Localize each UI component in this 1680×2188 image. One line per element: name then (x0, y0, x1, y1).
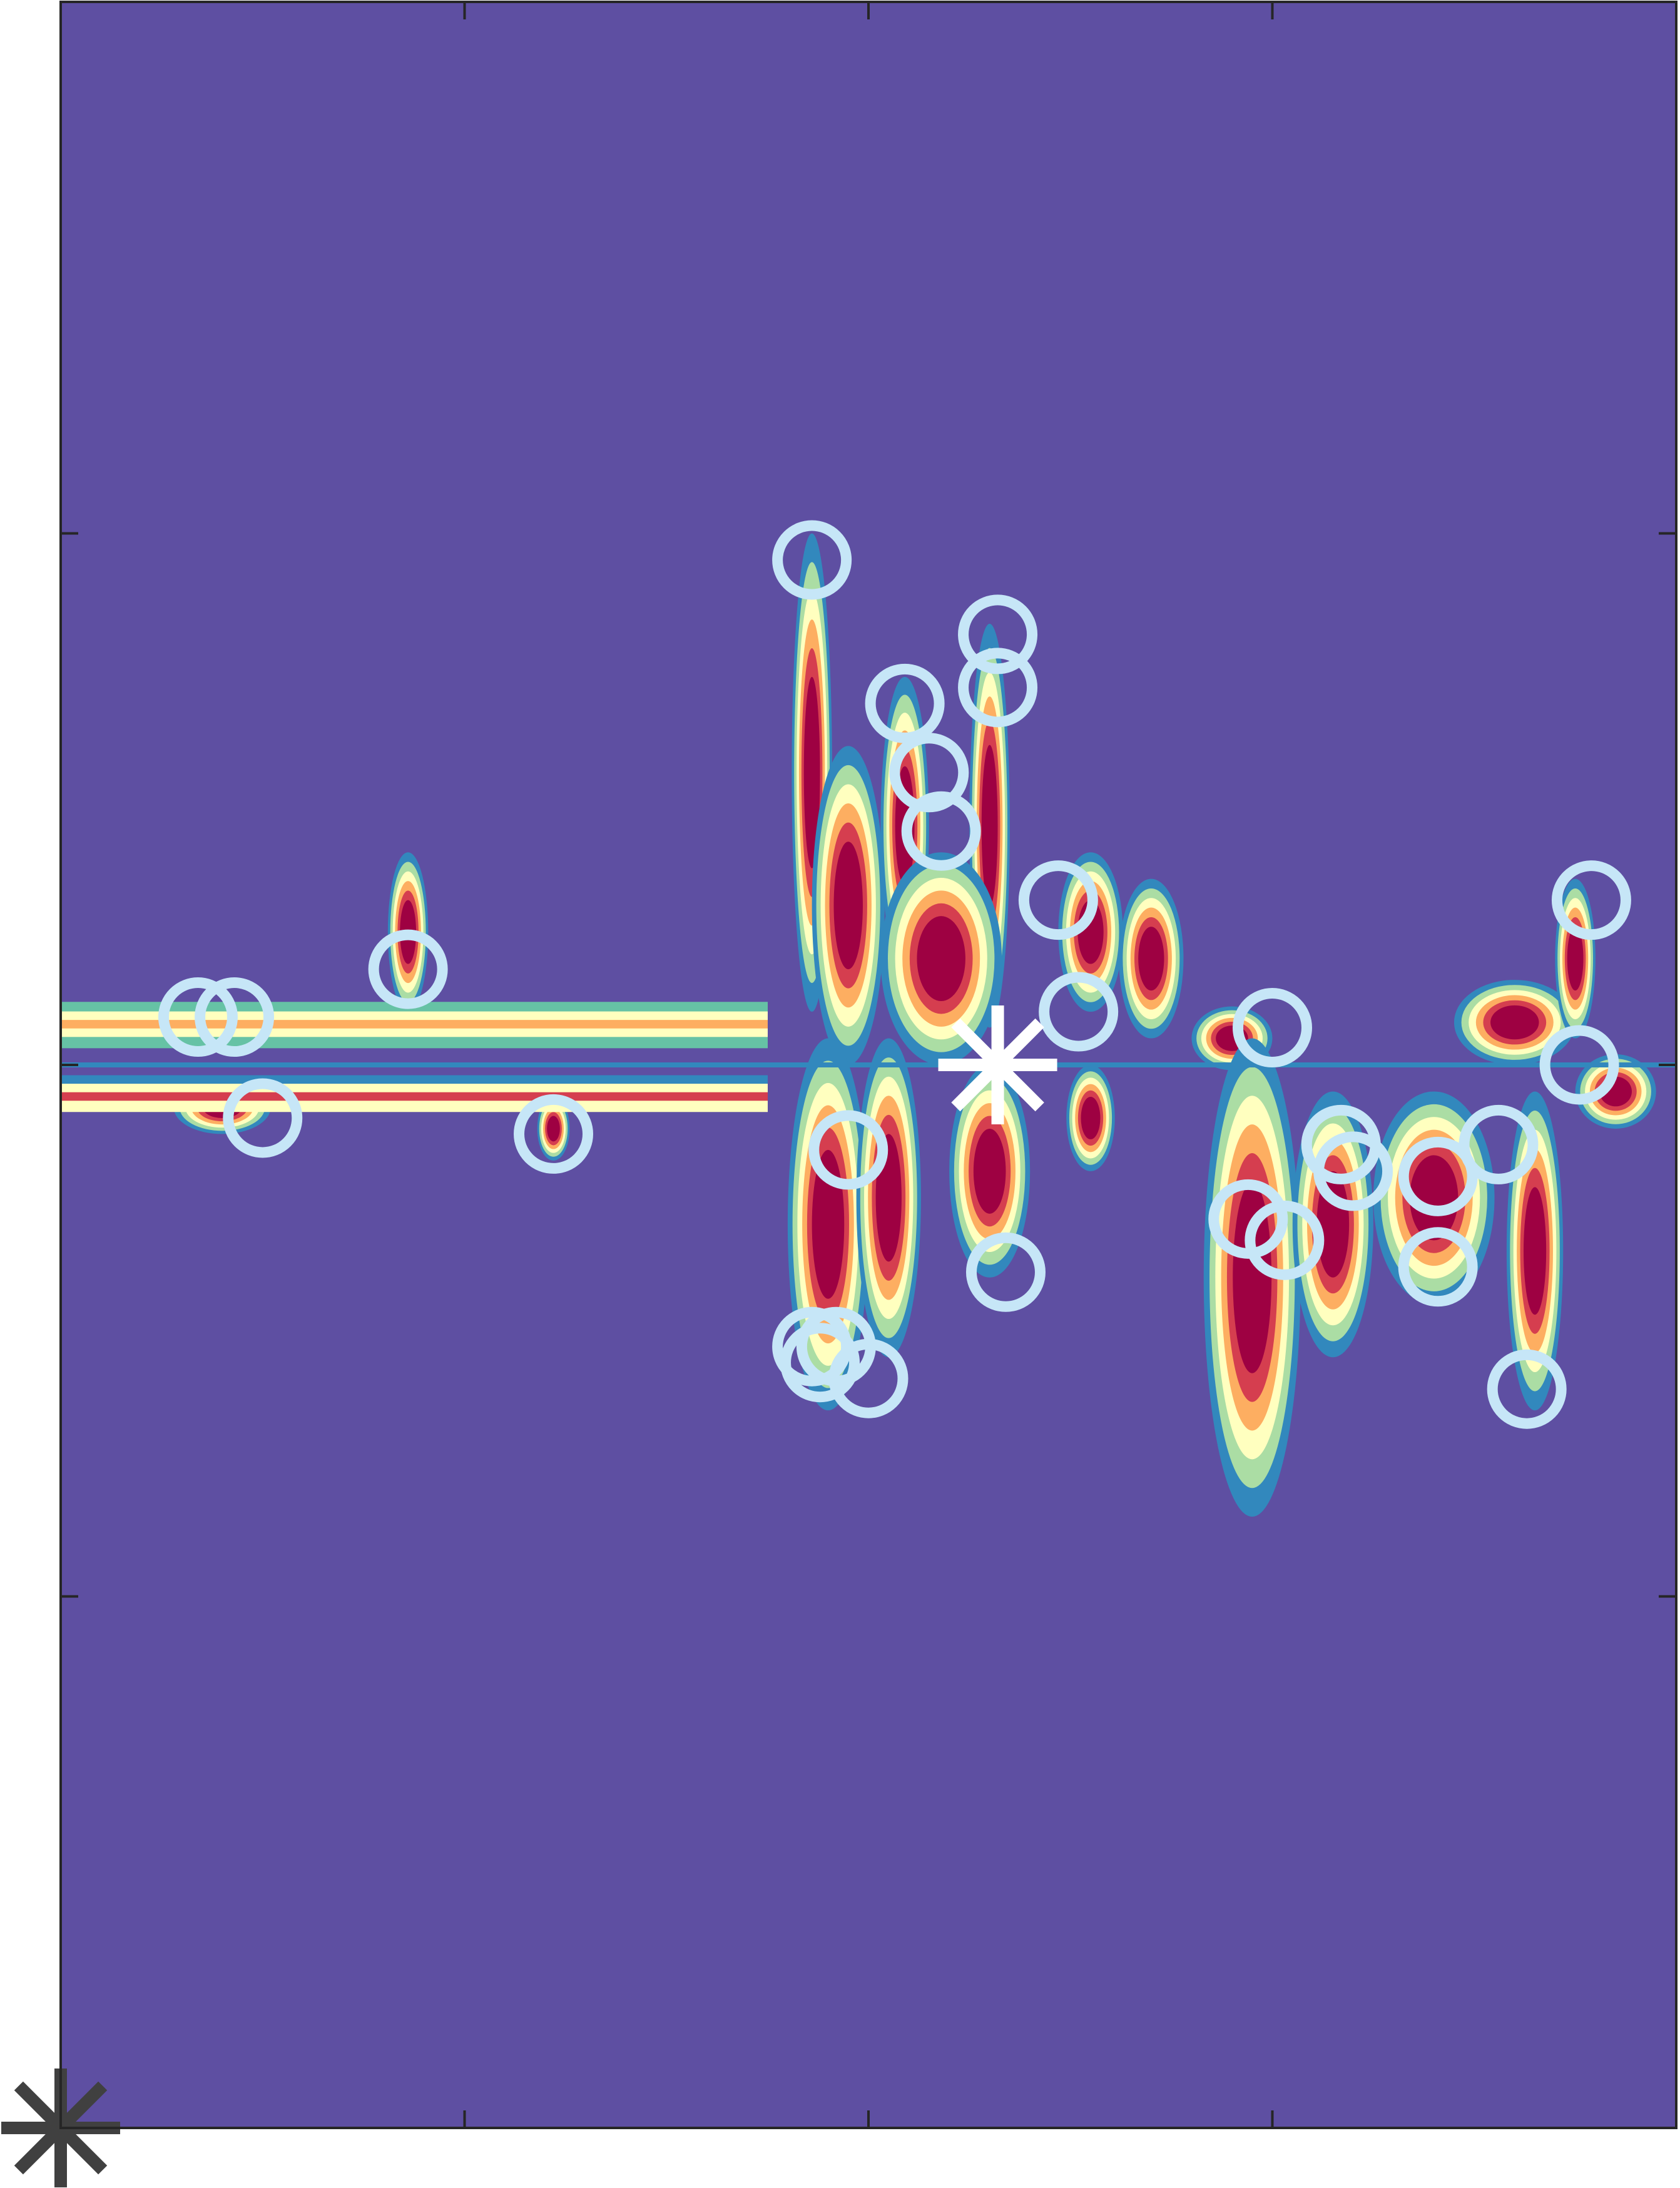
data-circle (195, 977, 275, 1057)
data-circle (901, 791, 981, 871)
heatmap-blob (1233, 1181, 1272, 1373)
heatmap-band (61, 1037, 768, 1049)
plot-frame (59, 1, 1677, 2129)
data-circle (808, 1110, 888, 1190)
data-circle (1551, 860, 1631, 940)
heatmap-blob (1567, 927, 1584, 991)
data-circle (889, 733, 969, 813)
heatmap-blob (803, 676, 820, 868)
data-circle (958, 594, 1038, 674)
heatmap-blob (1490, 1005, 1539, 1040)
heatmap-band (61, 1075, 768, 1087)
data-circle (1039, 972, 1119, 1052)
data-circle (958, 648, 1038, 728)
data-circle (1018, 860, 1098, 940)
data-circle (1313, 1131, 1393, 1211)
data-circle (780, 1323, 860, 1403)
data-circle (1245, 1200, 1325, 1280)
heatmap-band (61, 1101, 768, 1112)
data-circle (1398, 1136, 1478, 1216)
data-circle (514, 1094, 594, 1174)
heatmap-blob (1524, 1187, 1547, 1315)
data-circle (1459, 1104, 1539, 1184)
heatmap-blob (1409, 1155, 1459, 1241)
data-circle (158, 977, 238, 1057)
heatmap-band (61, 1020, 768, 1032)
heatmap-band (61, 1028, 768, 1040)
center-asterisk-stroke (951, 1018, 1044, 1112)
data-circle (1487, 1349, 1567, 1429)
heatmap-blob (1081, 1096, 1101, 1139)
data-circle (1398, 1227, 1478, 1307)
data-circle (828, 1338, 909, 1418)
data-circles (158, 520, 1631, 1429)
data-circle (772, 520, 852, 600)
center-line (61, 1062, 1676, 1067)
heatmap-blob (833, 842, 863, 970)
center-asterisk (938, 1005, 1057, 1124)
heatmap-blob (917, 916, 965, 1002)
data-circle (223, 1078, 303, 1158)
data-circle (1233, 988, 1312, 1068)
data-circle (368, 929, 448, 1009)
data-circle (865, 663, 945, 743)
heatmap-blob (973, 1128, 1006, 1214)
heatmap-blob (1138, 927, 1164, 991)
data-circle (1539, 1025, 1619, 1105)
data-circle (965, 1232, 1046, 1312)
heatmap-blob (981, 745, 998, 907)
heatmap-blob (547, 1116, 560, 1142)
